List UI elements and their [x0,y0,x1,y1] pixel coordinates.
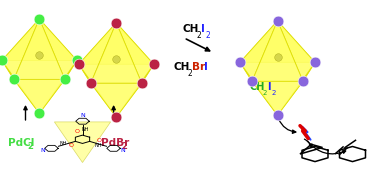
Polygon shape [252,81,303,115]
Text: CH: CH [173,62,190,72]
Text: NH: NH [82,127,89,132]
Polygon shape [2,60,39,113]
Polygon shape [278,21,315,81]
Point [76,63,82,66]
Text: PdCl: PdCl [8,138,34,148]
Polygon shape [79,23,154,64]
Polygon shape [91,23,142,83]
Point [36,112,42,115]
Polygon shape [240,21,278,81]
Text: O: O [97,138,102,143]
Point [274,114,280,117]
Text: N: N [120,149,125,153]
Point [237,61,243,64]
Text: 2: 2 [188,69,192,78]
Text: CH: CH [183,24,199,34]
Polygon shape [39,19,77,79]
Polygon shape [79,64,116,117]
Polygon shape [116,64,154,117]
Text: 2: 2 [122,142,128,151]
Polygon shape [240,21,315,62]
Text: O: O [69,143,74,148]
Text: CH: CH [249,82,265,92]
Polygon shape [2,19,39,79]
Point [274,55,280,58]
Text: NH: NH [95,143,102,148]
Point [113,57,119,60]
Point [11,78,17,81]
Text: 2: 2 [272,90,276,96]
Point [113,116,119,119]
Polygon shape [79,23,116,83]
Point [274,19,280,22]
Polygon shape [2,19,77,60]
Point [151,63,157,66]
Point [249,80,255,83]
Polygon shape [14,19,65,79]
Text: N: N [40,149,45,153]
Text: NH: NH [60,141,67,146]
Text: O: O [74,129,80,134]
Polygon shape [252,21,303,81]
Point [88,82,94,85]
Polygon shape [39,60,77,113]
Point [113,21,119,24]
Point [300,80,306,83]
Polygon shape [116,23,154,83]
Text: Br: Br [192,62,205,72]
Polygon shape [91,83,142,117]
Point [0,59,5,62]
Text: I: I [267,82,270,92]
Polygon shape [240,62,278,115]
Polygon shape [14,79,65,113]
Text: PdBr: PdBr [101,138,129,148]
Text: 2: 2 [263,90,267,96]
Point [62,78,68,81]
Polygon shape [54,122,111,163]
Text: N: N [80,113,85,119]
Point [74,59,80,62]
Polygon shape [278,62,315,115]
Text: 2: 2 [197,31,202,40]
Text: I: I [204,62,208,72]
Text: I: I [201,24,205,34]
Point [36,53,42,56]
Text: 2: 2 [28,142,34,151]
Point [139,82,145,85]
Point [312,61,318,64]
Point [36,17,42,20]
Text: 2: 2 [206,31,211,40]
